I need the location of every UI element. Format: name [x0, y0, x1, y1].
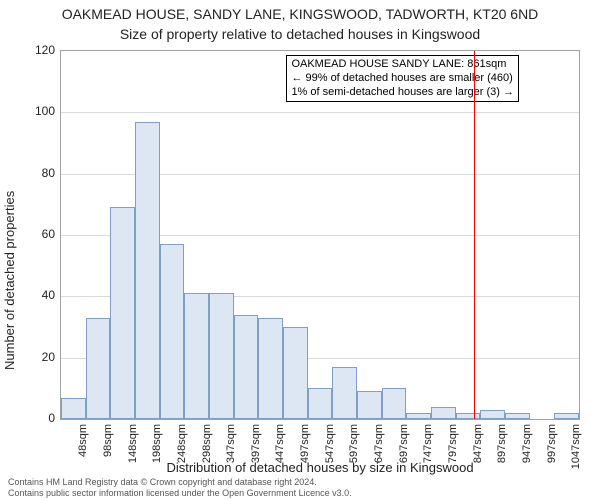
- histogram-bar: [431, 407, 456, 419]
- histogram-bar: [332, 367, 357, 419]
- annotation-line2: ← 99% of detached houses are smaller (46…: [291, 72, 514, 86]
- histogram-bar: [184, 293, 209, 419]
- x-tick-label: 248sqm: [176, 424, 188, 463]
- histogram-bar: [406, 413, 431, 419]
- y-tick-label: 20: [15, 350, 55, 364]
- x-tick-label: 198sqm: [151, 424, 163, 463]
- x-tick-label: 697sqm: [398, 424, 410, 463]
- y-tick-label: 40: [15, 288, 55, 302]
- page-title-line2: Size of property relative to detached ho…: [0, 26, 600, 42]
- histogram-bar: [86, 318, 111, 419]
- histogram-bar: [480, 410, 505, 419]
- y-tick-label: 0: [15, 411, 55, 425]
- annotation-line3: 1% of semi-detached houses are larger (3…: [291, 86, 514, 100]
- histogram-bar: [283, 327, 308, 419]
- page-title-line1: OAKMEAD HOUSE, SANDY LANE, KINGSWOOD, TA…: [0, 6, 600, 22]
- histogram-plot: OAKMEAD HOUSE SANDY LANE: 861sqm ← 99% o…: [60, 50, 580, 420]
- x-tick-label: 98sqm: [102, 424, 114, 457]
- y-tick-label: 120: [15, 43, 55, 57]
- x-tick-label: 897sqm: [496, 424, 508, 463]
- y-axis-label: Number of detached properties: [2, 191, 17, 370]
- attribution-footer: Contains HM Land Registry data © Crown c…: [8, 477, 352, 498]
- gridline: [61, 112, 579, 113]
- histogram-bar: [61, 398, 86, 419]
- histogram-bar: [456, 413, 481, 419]
- histogram-bar: [382, 388, 407, 419]
- x-tick-label: 997sqm: [546, 424, 558, 463]
- x-tick-label: 947sqm: [521, 424, 533, 463]
- histogram-bar: [110, 207, 135, 419]
- histogram-bar: [209, 293, 234, 419]
- x-tick-label: 647sqm: [373, 424, 385, 463]
- histogram-bar: [234, 315, 259, 419]
- x-tick-label: 497sqm: [299, 424, 311, 463]
- x-tick-label: 447sqm: [274, 424, 286, 463]
- histogram-bar: [160, 244, 185, 419]
- x-tick-label: 148sqm: [127, 424, 139, 463]
- histogram-bar: [554, 413, 579, 419]
- y-tick-label: 100: [15, 104, 55, 118]
- footer-line1: Contains HM Land Registry data © Crown c…: [8, 477, 352, 487]
- histogram-bar: [258, 318, 283, 419]
- x-tick-label: 747sqm: [422, 424, 434, 463]
- x-tick-label: 1047sqm: [570, 424, 582, 469]
- x-tick-label: 347sqm: [225, 424, 237, 463]
- x-tick-label: 797sqm: [447, 424, 459, 463]
- histogram-bar: [357, 391, 382, 419]
- histogram-bar: [135, 122, 160, 419]
- x-tick-label: 597sqm: [348, 424, 360, 463]
- histogram-bar: [505, 413, 530, 419]
- histogram-bar: [308, 388, 333, 419]
- y-tick-label: 80: [15, 166, 55, 180]
- footer-line2: Contains public sector information licen…: [8, 488, 352, 498]
- x-tick-label: 48sqm: [77, 424, 89, 457]
- property-marker-line: [474, 51, 475, 419]
- x-tick-label: 847sqm: [472, 424, 484, 463]
- x-tick-label: 547sqm: [324, 424, 336, 463]
- x-tick-label: 397sqm: [250, 424, 262, 463]
- annotation-box: OAKMEAD HOUSE SANDY LANE: 861sqm ← 99% o…: [286, 55, 519, 102]
- x-tick-label: 298sqm: [201, 424, 213, 463]
- y-tick-label: 60: [15, 227, 55, 241]
- annotation-line1: OAKMEAD HOUSE SANDY LANE: 861sqm: [291, 58, 514, 72]
